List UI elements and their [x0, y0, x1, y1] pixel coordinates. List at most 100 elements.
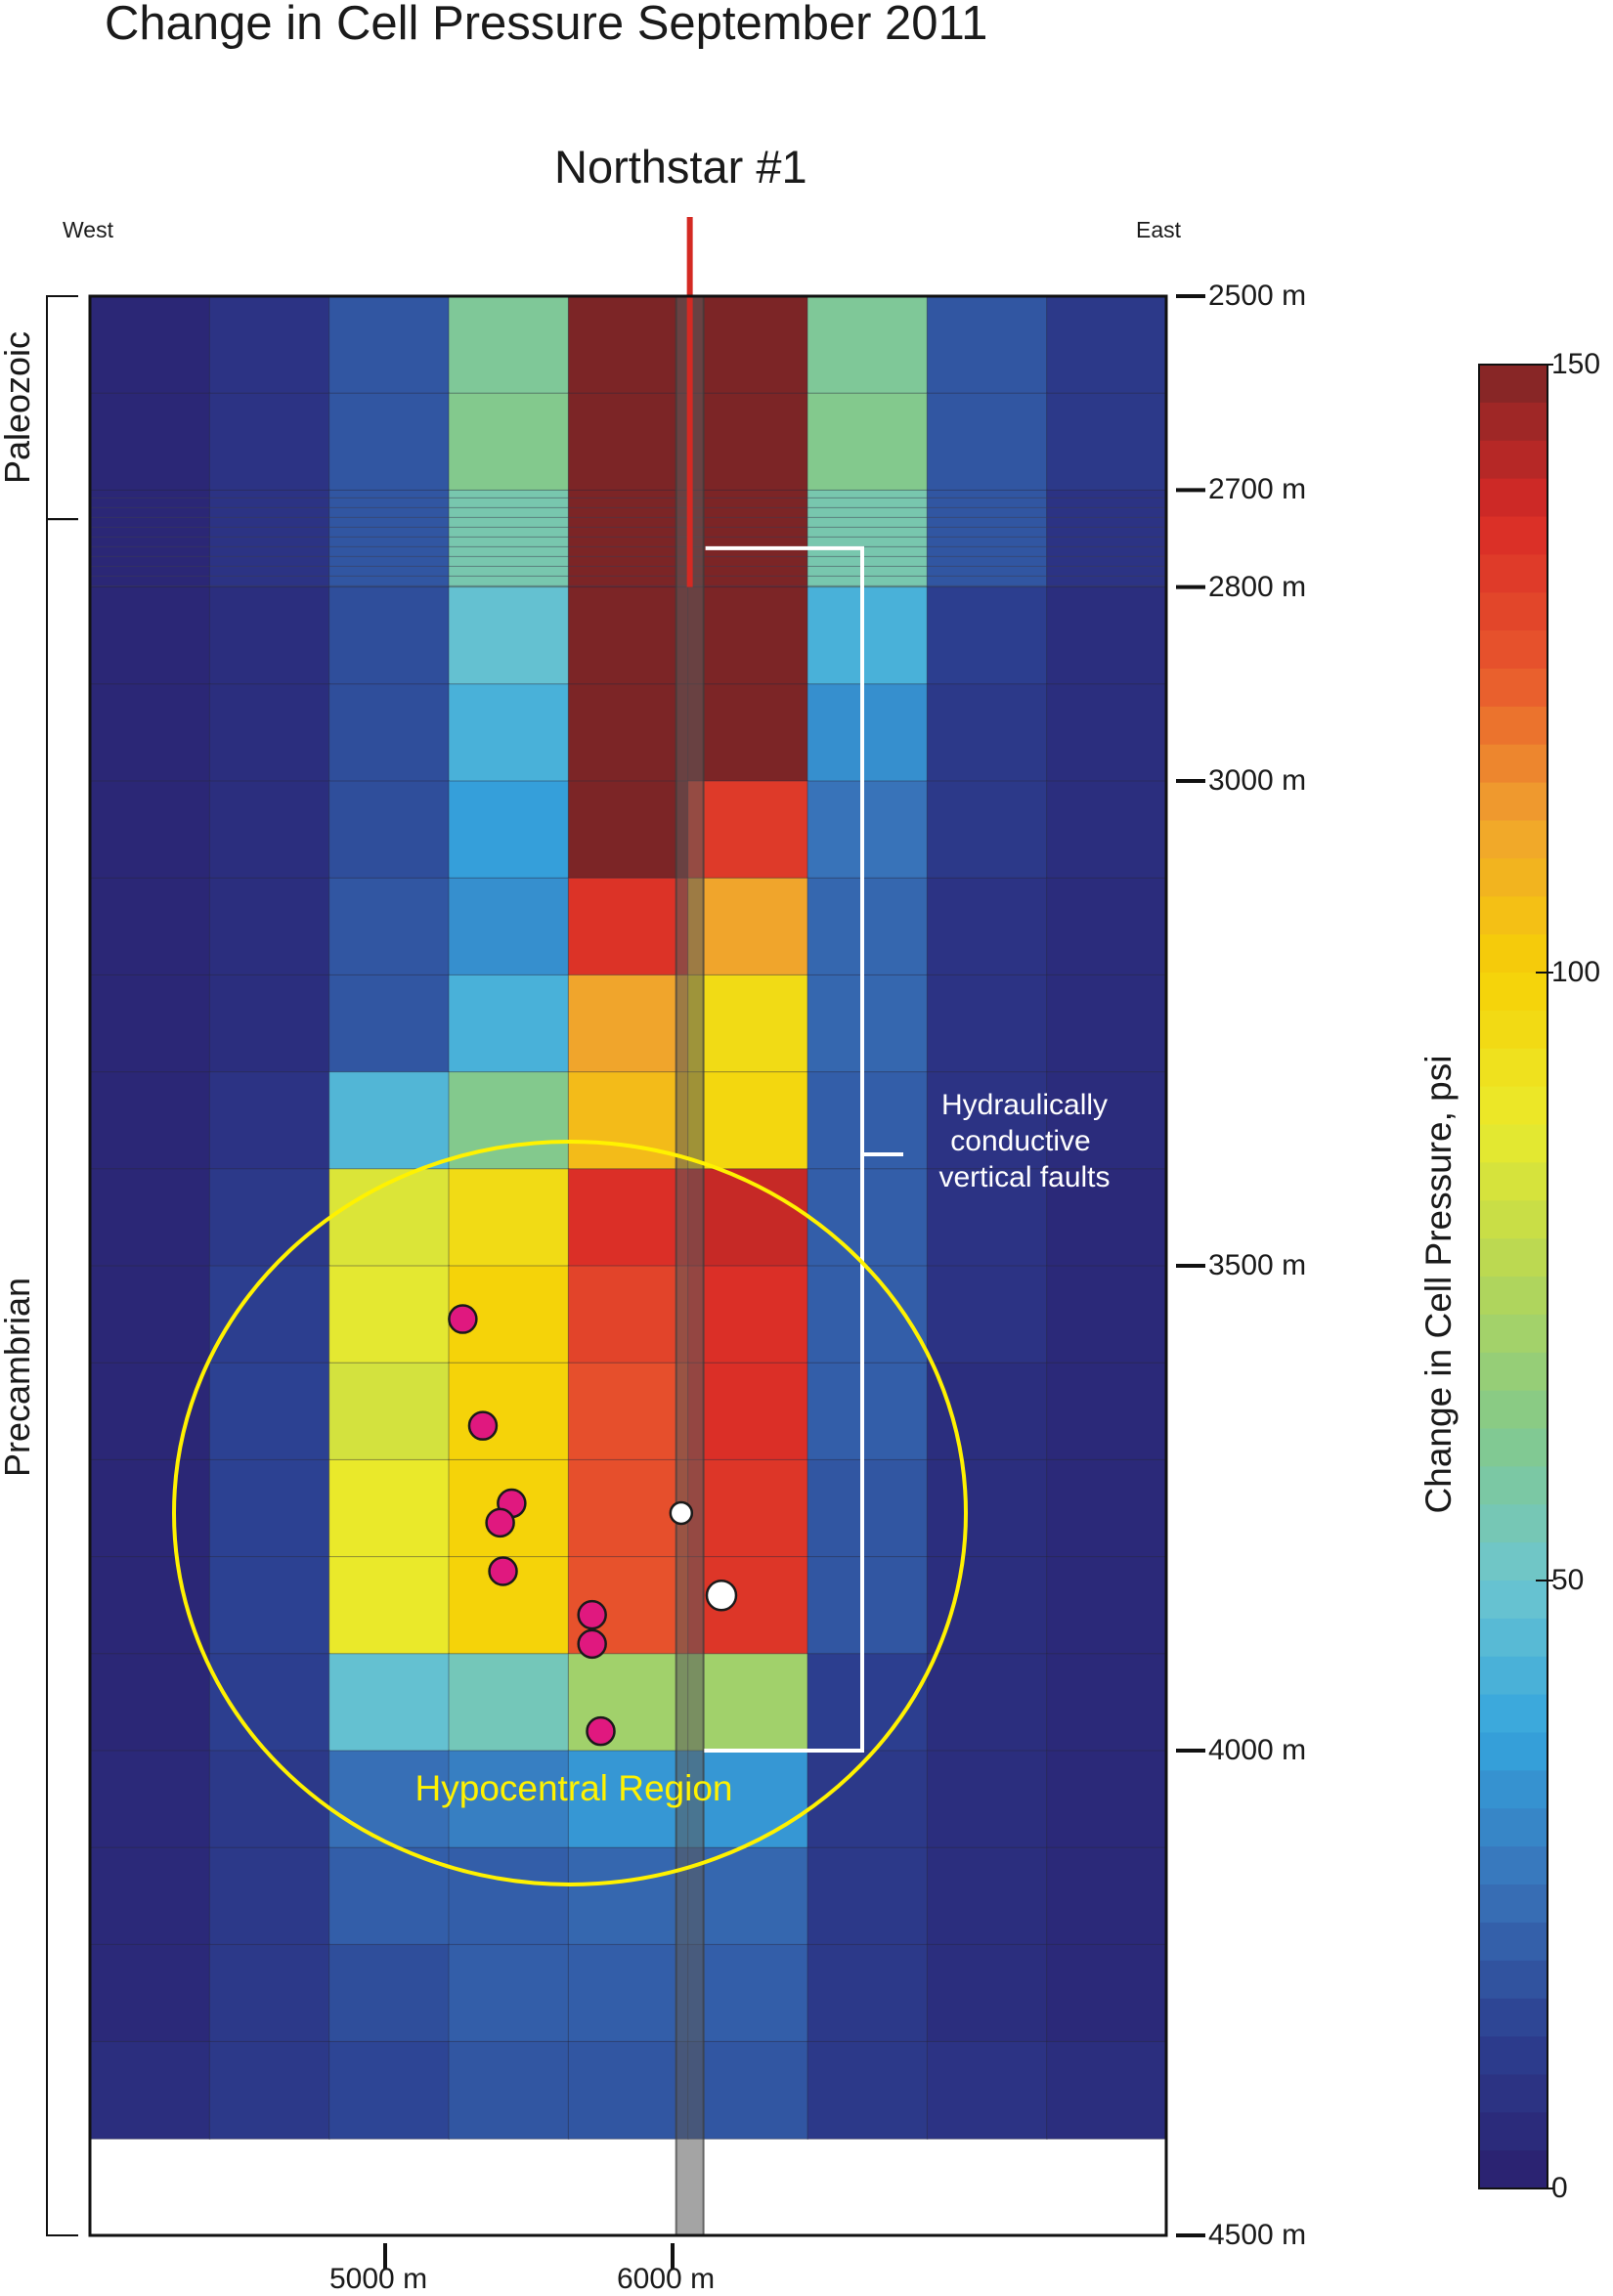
heatmap-cell — [1046, 2041, 1167, 2140]
depth-tick-label: 3500 m — [1208, 1249, 1307, 1281]
heatmap-cell — [208, 2041, 330, 2140]
heatmap-cell — [328, 683, 450, 782]
heatmap-cell — [567, 1168, 689, 1268]
heatmap-cell — [328, 1362, 450, 1461]
heatmap-cell — [806, 877, 929, 976]
heatmap-cell — [567, 974, 689, 1073]
heatmap-cell — [89, 489, 211, 588]
colorbar-tick-label: 100 — [1551, 956, 1601, 988]
heatmap-cell — [328, 1265, 450, 1365]
heatmap-cell — [89, 1265, 211, 1365]
colorbar-band — [1479, 744, 1548, 784]
colorbar-band — [1479, 2150, 1548, 2189]
colorbar-band — [1479, 1314, 1548, 1354]
heatmap-cell — [1046, 683, 1167, 782]
heatmap-cell — [926, 683, 1048, 782]
colorbar-band — [1479, 516, 1548, 555]
heatmap-cell — [806, 392, 929, 492]
heatmap-cell — [687, 780, 809, 880]
heatmap-cell — [687, 392, 809, 492]
colorbar-band — [1479, 1846, 1548, 1885]
heatmap-cell — [806, 1458, 929, 1558]
heatmap-cell — [1046, 877, 1167, 976]
colorbar-band — [1479, 706, 1548, 746]
colorbar-band — [1479, 365, 1548, 404]
colorbar-band — [1479, 1277, 1548, 1316]
heatmap-cell — [208, 1556, 330, 1655]
earthquake-marker — [669, 1500, 694, 1526]
heatmap-cell — [89, 780, 211, 880]
colorbar-band — [1479, 1581, 1548, 1620]
depth-tick-label: 4500 m — [1208, 2219, 1307, 2251]
heatmap-cell — [208, 1458, 330, 1558]
earthquake-marker — [577, 1628, 607, 1660]
heatmap-cell — [567, 877, 689, 976]
heatmap-cell — [1046, 1556, 1167, 1655]
plot-frame — [88, 294, 1168, 2237]
heatmap-cell — [687, 1458, 809, 1558]
colorbar-band — [1479, 2074, 1548, 2113]
heatmap-cell — [448, 392, 570, 492]
heatmap-cell — [806, 1265, 929, 1365]
heatmap-cell — [328, 1653, 450, 1753]
colorbar-band — [1479, 934, 1548, 974]
heatmap-cell — [328, 974, 450, 1073]
heatmap-cell — [89, 1458, 211, 1558]
colorbar-band — [1479, 858, 1548, 897]
colorbar-band — [1479, 896, 1548, 935]
colorbar-band — [1479, 1922, 1548, 1962]
colorbar-band — [1479, 1542, 1548, 1581]
heatmap-cell — [567, 2041, 689, 2140]
east-label: East — [1136, 217, 1182, 242]
heatmap-cell — [89, 1362, 211, 1461]
heatmap-cell — [806, 780, 929, 880]
heatmap-cell — [926, 1750, 1048, 1849]
heatmap-cell — [448, 586, 570, 685]
heatmap-cell — [448, 295, 570, 395]
colorbar-band — [1479, 1618, 1548, 1658]
heatmap-cell — [1046, 1653, 1167, 1753]
earthquake-marker — [577, 1599, 607, 1630]
well-bore-column — [676, 296, 704, 2235]
heatmap-cell — [687, 1362, 809, 1461]
colorbar-band — [1479, 669, 1548, 708]
heatmap-cell — [328, 1750, 450, 1849]
heatmap-cell — [328, 489, 450, 588]
colorbar-band — [1479, 1884, 1548, 1924]
heatmap-cell — [687, 1071, 809, 1170]
chart-title: Change in Cell Pressure September 2011 — [105, 0, 988, 50]
heatmap-cell — [567, 1265, 689, 1365]
heatmap-cell — [567, 392, 689, 492]
colorbar-band — [1479, 1656, 1548, 1696]
colorbar-band — [1479, 1428, 1548, 1467]
heatmap-cell — [806, 586, 929, 685]
heatmap-cell — [687, 586, 809, 685]
heatmap-cell — [1046, 392, 1167, 492]
colorbar-band — [1479, 1732, 1548, 1771]
heatmap-cell — [687, 1556, 809, 1655]
heatmap-cell — [806, 1168, 929, 1268]
heatmap-cell — [89, 877, 211, 976]
colorbar-band — [1479, 2036, 1548, 2075]
heatmap-cell — [208, 1071, 330, 1170]
heatmap-cell — [567, 1846, 689, 1946]
heatmap-cell — [1046, 1071, 1167, 1170]
heatmap-cells — [89, 295, 1167, 2140]
heatmap-cell — [926, 392, 1048, 492]
heatmap-cell — [448, 877, 570, 976]
heatmap-cell — [448, 780, 570, 880]
heatmap-cell — [208, 1168, 330, 1268]
colorbar-band — [1479, 592, 1548, 631]
strat-label: Precambrian — [0, 1278, 37, 1478]
colorbar — [1479, 365, 1548, 2189]
heatmap-cell — [89, 1750, 211, 1849]
heatmap-cell — [1046, 780, 1167, 880]
heatmap-cell — [687, 1750, 809, 1849]
heatmap-cell — [806, 1362, 929, 1461]
heatmap-cell — [1046, 1458, 1167, 1558]
heatmap-cell — [1046, 974, 1167, 1073]
heatmap-cell — [328, 877, 450, 976]
colorbar-band — [1479, 1694, 1548, 1734]
heatmap-cell — [328, 295, 450, 395]
heatmap-cell — [328, 1071, 450, 1170]
